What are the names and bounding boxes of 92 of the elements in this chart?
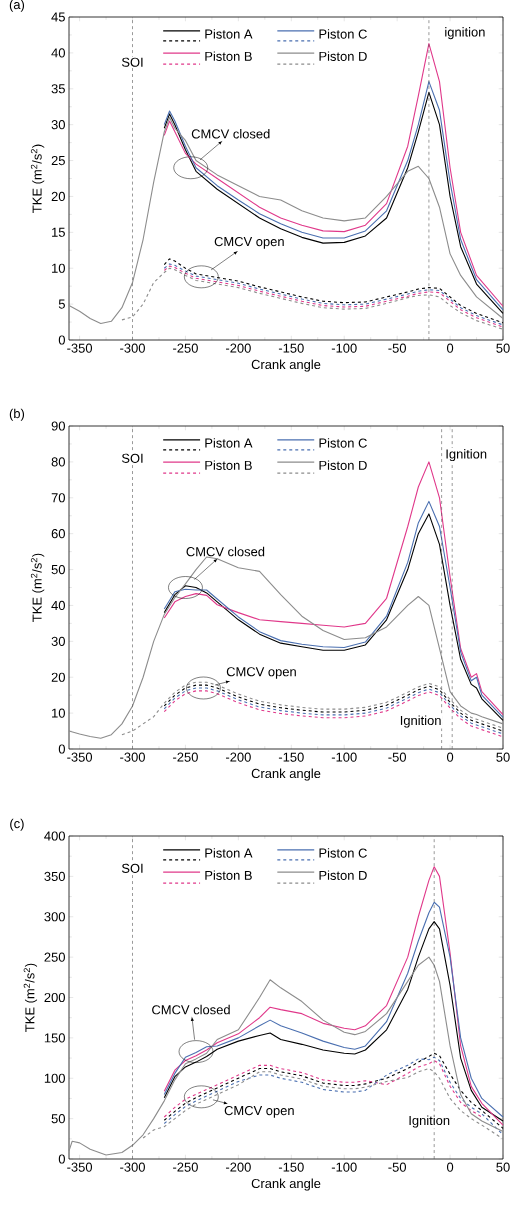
legend-label: Piston A	[205, 438, 253, 448]
ref-line-label: ignition	[445, 27, 485, 40]
y-tick-label: 40	[51, 48, 65, 58]
y-tick-label: 100	[44, 1073, 65, 1083]
y-tick-label: 15	[52, 227, 65, 237]
x-tick-label: -300	[120, 343, 145, 353]
x-tick-label: 50	[496, 1162, 510, 1172]
legend-label: Piston D	[319, 460, 367, 470]
line-series	[163, 461, 504, 716]
y-axis-title: TKE (m$^{2}$/s$^{2}$)	[30, 144, 45, 213]
y-tick-label: 0	[58, 335, 65, 345]
ref-line-label: Ignition	[446, 449, 487, 462]
y-tick-label: 0	[58, 1154, 65, 1164]
annotation: CMCV closed	[191, 128, 270, 139]
x-tick-label: -350	[67, 343, 93, 353]
y-tick-label: 250	[44, 952, 65, 962]
x-tick-label: -50	[388, 1162, 407, 1172]
ref-line-label: Ignition	[409, 1115, 450, 1128]
x-tick-label: -100	[331, 1162, 357, 1172]
y-tick-label: 200	[44, 992, 65, 1003]
legend-label: Piston D	[319, 870, 367, 880]
x-tick-label: -200	[225, 1162, 251, 1172]
x-tick-label: -100	[331, 752, 357, 762]
ref-line-label: SOI	[121, 57, 143, 67]
legend-label: Piston D	[319, 51, 367, 61]
y-tick-label: 30	[51, 120, 65, 130]
y-tick-label: 60	[51, 529, 65, 539]
y-tick-label: 150	[44, 1033, 65, 1043]
annotation: CMCV open	[224, 1105, 294, 1118]
y-tick-label: 300	[44, 912, 65, 922]
legend-label: Piston C	[319, 29, 367, 39]
x-tick-label: 0	[446, 343, 454, 353]
legend-label: Piston A	[205, 29, 253, 39]
y-tick-label: 35	[51, 84, 65, 94]
x-tick-label: 50	[496, 343, 510, 353]
y-tick-label: 0	[58, 744, 65, 754]
x-tick-label: -100	[331, 343, 357, 353]
chart-title: (b)	[9, 408, 25, 421]
y-tick-label: 400	[44, 831, 65, 841]
y-tick-label: 10	[52, 263, 65, 273]
y-tick-label: 25	[51, 155, 65, 166]
chart-title: (c)	[10, 818, 24, 831]
y-tick-label: 10	[52, 708, 65, 718]
legend-label: Piston C	[319, 438, 367, 448]
annotation: CMCV open	[214, 236, 284, 249]
x-axis-title: Crank angle	[251, 359, 321, 372]
line-series	[121, 267, 504, 330]
y-tick-label: 30	[51, 636, 65, 646]
legend-label: Piston B	[205, 460, 252, 470]
x-tick-label: 0	[446, 1162, 454, 1172]
legend-label: Piston C	[319, 848, 367, 858]
x-axis-title: Crank angle	[251, 768, 321, 781]
y-tick-label: 90	[51, 421, 65, 431]
x-tick-label: -200	[225, 343, 251, 353]
x-tick-label: 0	[446, 752, 454, 762]
x-tick-label: -50	[388, 343, 407, 353]
y-tick-label: 20	[51, 191, 65, 202]
y-tick-label: 40	[51, 600, 65, 611]
y-tick-label: 350	[44, 871, 65, 881]
ref-line-label: Ignition	[400, 715, 441, 728]
annotation: CMCV open	[226, 667, 296, 679]
x-tick-label: -350	[67, 752, 93, 762]
legend-label: Piston A	[205, 848, 253, 858]
x-tick-label: -250	[173, 752, 198, 762]
x-tick-label: -250	[173, 343, 198, 353]
chart-title: (a)	[9, 0, 25, 12]
annotation: CMCV closed	[186, 546, 265, 557]
x-tick-label: -50	[388, 752, 407, 762]
y-tick-label: 70	[51, 493, 65, 503]
x-tick-label: -150	[278, 1162, 304, 1172]
y-tick-label: 80	[51, 457, 65, 467]
x-tick-label: -200	[225, 752, 251, 762]
y-tick-label: 45	[51, 12, 65, 22]
y-tick-label: 20	[51, 672, 65, 682]
y-axis-title: TKE (m$^{2}$/s$^{2}$)	[30, 553, 45, 622]
annotation: CMCV closed	[152, 1004, 230, 1015]
x-tick-label: -300	[120, 1162, 145, 1172]
x-tick-label: -250	[173, 1162, 198, 1172]
y-tick-label: 5	[58, 299, 65, 309]
x-tick-label: -300	[120, 752, 145, 762]
x-tick-label: -150	[278, 343, 304, 353]
legend-label: Piston B	[205, 870, 252, 880]
x-axis-title: Crank angle	[251, 1178, 321, 1191]
y-tick-label: 50	[51, 564, 65, 575]
ref-line-label: SOI	[121, 863, 143, 873]
x-tick-label: 50	[496, 752, 510, 762]
y-axis-title: TKE (m$^{2}$/s$^{2}$)	[23, 963, 38, 1032]
legend-label: Piston B	[205, 51, 252, 61]
x-tick-label: -150	[278, 752, 304, 762]
x-tick-label: -350	[67, 1162, 93, 1172]
ref-line-label: SOI	[121, 453, 143, 463]
y-tick-label: 50	[51, 1114, 65, 1124]
